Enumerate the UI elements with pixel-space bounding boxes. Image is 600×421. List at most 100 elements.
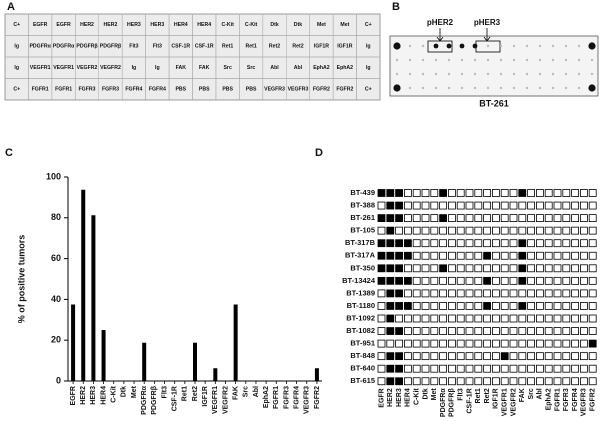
matrix-cell xyxy=(447,226,456,235)
blot-spot xyxy=(434,86,438,90)
matrix-cell xyxy=(553,364,562,373)
matrix-cell xyxy=(527,314,535,323)
matrix-cell xyxy=(377,327,386,335)
matrix-cell xyxy=(491,201,500,210)
array-cell-label: Ret1 xyxy=(222,44,233,50)
matrix-cell xyxy=(491,352,500,361)
matrix-cell xyxy=(580,214,588,223)
matrix-cell xyxy=(553,289,562,298)
matrix-cell xyxy=(456,201,465,210)
matrix-cell xyxy=(421,201,430,210)
matrix-cell xyxy=(491,289,500,298)
matrix-cell xyxy=(588,327,597,335)
column-label: Flt3 xyxy=(458,388,465,401)
matrix-cell xyxy=(491,264,500,273)
x-tick-label: HER2 xyxy=(80,386,87,405)
matrix-cell xyxy=(571,327,579,335)
array-cell-label: Dtk xyxy=(270,22,278,28)
matrix-cell xyxy=(544,264,553,273)
x-tick-label: Met xyxy=(131,385,138,398)
matrix-cell xyxy=(474,264,483,273)
matrix-cell xyxy=(518,201,527,210)
blot-spot xyxy=(393,84,401,92)
matrix-cell xyxy=(412,251,421,260)
matrix-cell xyxy=(474,226,483,235)
matrix-cell xyxy=(588,264,597,273)
blot-spot xyxy=(577,72,581,76)
matrix-cell xyxy=(474,239,483,248)
matrix-cell xyxy=(536,251,544,260)
array-cell-label: C-Kit xyxy=(221,22,234,28)
matrix-cell xyxy=(412,226,421,235)
matrix-cell xyxy=(491,226,500,235)
blot-spot xyxy=(525,72,529,76)
matrix-cell xyxy=(456,251,465,260)
column-label: FAK xyxy=(519,388,526,402)
matrix-cell xyxy=(518,276,527,285)
matrix-cell xyxy=(536,214,544,223)
matrix-cell xyxy=(439,201,448,210)
matrix-cell xyxy=(562,226,571,235)
matrix-cell xyxy=(527,302,535,310)
matrix-cell xyxy=(544,276,553,285)
matrix-cell xyxy=(580,352,588,361)
matrix-cell xyxy=(491,327,500,335)
column-label: FGFR1 xyxy=(554,388,561,411)
row-label: BT-317B xyxy=(345,238,376,247)
matrix-cell xyxy=(447,189,456,197)
blot-spot xyxy=(447,58,451,62)
matrix-cell xyxy=(562,314,571,323)
blot-spot xyxy=(525,86,529,90)
bar xyxy=(101,330,106,381)
matrix-cell xyxy=(403,377,412,386)
matrix-cell xyxy=(509,289,518,298)
array-cell-label: FGFR2 xyxy=(313,87,330,93)
matrix-cell xyxy=(509,327,518,335)
matrix-cell xyxy=(536,276,544,285)
matrix-cell xyxy=(500,276,509,285)
array-cell-label: EGFR xyxy=(56,22,71,28)
matrix-cell xyxy=(439,214,448,223)
blot-caption: BT-261 xyxy=(479,98,509,108)
matrix-cell xyxy=(395,276,404,285)
x-tick-label: FGFR1 xyxy=(273,386,280,409)
matrix-cell xyxy=(580,364,588,373)
matrix-cell xyxy=(474,189,483,197)
blot-spot xyxy=(473,58,477,62)
blot-spot xyxy=(590,58,594,62)
matrix-cell xyxy=(544,226,553,235)
matrix-cell xyxy=(377,289,386,298)
blot-spot xyxy=(551,44,555,48)
array-cell-label: Src xyxy=(223,65,231,71)
matrix-cell xyxy=(430,339,439,348)
matrix-cell xyxy=(553,239,562,248)
matrix-cell xyxy=(588,339,597,348)
matrix-cell xyxy=(509,302,518,310)
matrix-cell xyxy=(518,364,527,373)
blot-spot xyxy=(588,42,596,50)
matrix-cell xyxy=(474,251,483,260)
matrix-cell xyxy=(483,276,492,285)
blot-spot xyxy=(486,72,490,76)
matrix-cell xyxy=(412,264,421,273)
matrix-cell xyxy=(483,352,492,361)
x-tick-label: HER3 xyxy=(90,386,97,405)
blot-spot xyxy=(473,86,477,90)
y-tick-label: 40 xyxy=(51,294,61,304)
matrix-cell xyxy=(430,302,439,310)
matrix-cell xyxy=(588,226,597,235)
blot-spot xyxy=(460,72,464,76)
matrix-cell xyxy=(509,214,518,223)
matrix-cell xyxy=(518,226,527,235)
array-cell-label: CSF-1R xyxy=(171,44,190,50)
matrix-cell xyxy=(430,264,439,273)
matrix-cell xyxy=(518,339,527,348)
matrix-cell xyxy=(536,289,544,298)
matrix-cell xyxy=(562,214,571,223)
column-label: Src xyxy=(528,388,535,399)
matrix-cell xyxy=(386,214,395,223)
matrix-cell xyxy=(491,377,500,386)
matrix-cell xyxy=(580,251,588,260)
matrix-cell xyxy=(474,214,483,223)
